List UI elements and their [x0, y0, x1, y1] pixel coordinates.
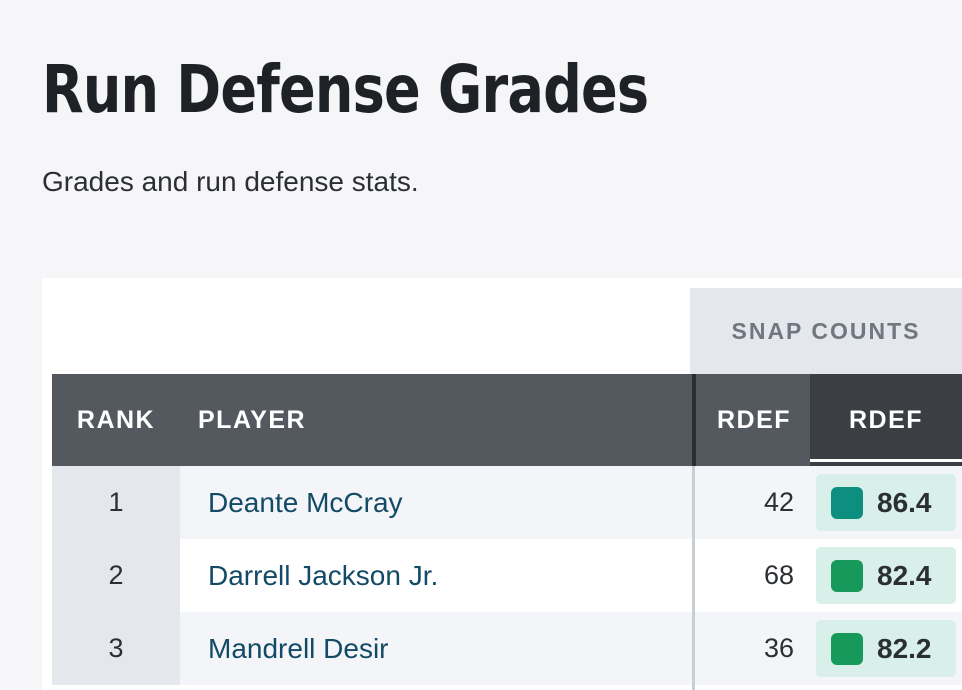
rank-cell: 3	[52, 612, 180, 685]
table-row: 2 Darrell Jackson Jr. 68 82.4	[52, 539, 962, 612]
player-link[interactable]: Deante McCray	[208, 486, 403, 518]
player-link[interactable]: Darrell Jackson Jr.	[208, 559, 439, 591]
page-title: Run Defense Grades	[42, 51, 649, 128]
column-divider	[692, 374, 696, 466]
rdef-snaps-cell: 36	[763, 633, 794, 663]
grade-badge: 82.2	[816, 620, 956, 677]
grade-value: 86.4	[877, 486, 932, 518]
grade-badge: 86.4	[816, 474, 956, 531]
rank-cell: 1	[52, 466, 180, 539]
snap-counts-group-header: SNAP COUNTS	[690, 288, 962, 374]
page-subtitle: Grades and run defense stats.	[42, 166, 419, 197]
player-column-header[interactable]: PLAYER	[198, 405, 307, 434]
rank-column-header[interactable]: RANK	[76, 405, 156, 434]
grade-value: 82.4	[877, 559, 932, 591]
grades-table: SNAP COUNTS RANK PLAYER RDEF RDEF 1 Dean…	[42, 278, 962, 690]
grade-badge: 82.4	[816, 547, 956, 604]
rank-cell: 2	[52, 539, 180, 612]
player-link[interactable]: Mandrell Desir	[208, 632, 389, 664]
rdef-snaps-cell: 68	[763, 560, 794, 590]
table-row: 3 Mandrell Desir 36 82.2	[52, 612, 962, 685]
rdef-snaps-column-header[interactable]: RDEF	[716, 405, 792, 434]
grade-value: 82.2	[877, 632, 932, 664]
column-header-row: RANK PLAYER RDEF RDEF	[52, 374, 962, 466]
grade-color-swatch	[831, 632, 863, 665]
rdef-snaps-cell: 42	[763, 487, 794, 517]
grade-color-swatch	[831, 559, 863, 592]
table-row: 1 Deante McCray 42 86.4	[52, 466, 962, 539]
body-column-divider	[692, 466, 695, 690]
rdef-grade-column-header[interactable]: RDEF	[810, 374, 962, 466]
grade-color-swatch	[831, 486, 863, 519]
